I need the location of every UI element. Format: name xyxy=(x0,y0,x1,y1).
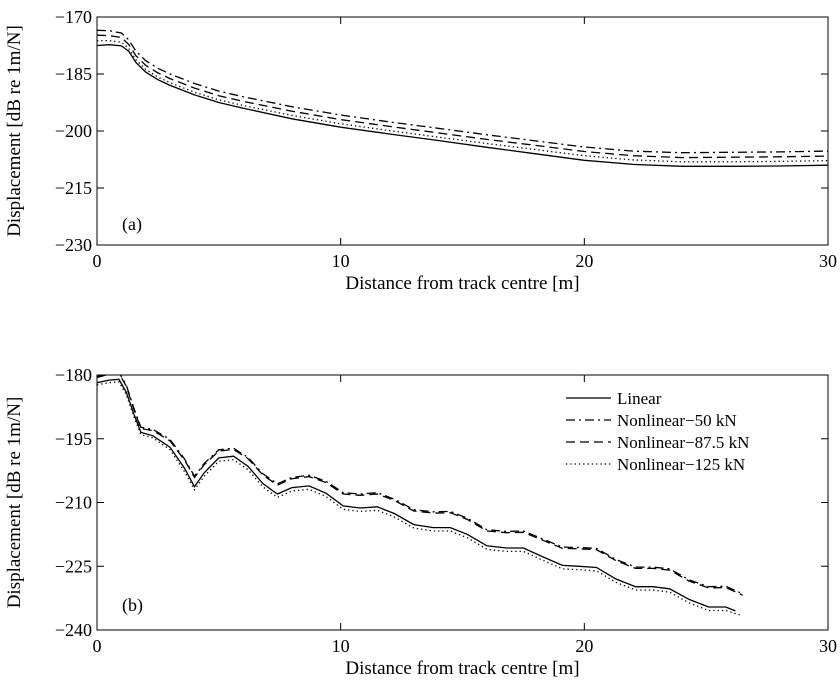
series-line-dashed xyxy=(97,34,828,159)
legend: Linear Nonlinear−50 kN Nonlinear−87.5 kN No… xyxy=(566,389,749,474)
y-tick-label: −195 xyxy=(55,429,92,449)
series-line-solid xyxy=(97,378,736,612)
y-tick-label: −210 xyxy=(55,493,92,513)
y-tick-label: −240 xyxy=(55,620,92,640)
x-axis-label: Distance from track centre [m] xyxy=(345,273,579,294)
x-tick-label: 30 xyxy=(819,636,837,656)
panel-label: (a) xyxy=(122,214,142,235)
x-tick-label: 0 xyxy=(93,251,102,271)
legend-label: Linear xyxy=(617,389,662,408)
series-line-solid xyxy=(97,44,828,167)
legend-label: Nonlinear−125 kN xyxy=(617,455,745,474)
y-tick-label: −185 xyxy=(55,64,92,84)
x-tick-label: 30 xyxy=(819,251,837,271)
series-group xyxy=(97,29,828,167)
y-axis-label: Displacement [dB re 1m/N] xyxy=(4,397,25,609)
y-tick-label: −215 xyxy=(55,178,92,198)
x-tick-label: 0 xyxy=(93,636,102,656)
x-tick-label: 10 xyxy=(332,251,350,271)
y-axis-label: Displacement [dB re 1m/N] xyxy=(4,25,25,237)
y-tick-label: −170 xyxy=(55,7,92,27)
x-tick-label: 10 xyxy=(332,636,350,656)
legend-label: Nonlinear−50 kN xyxy=(617,411,737,430)
panel-a-chart: 0 10 20 30 −170 −185 −200 −215 −230 Distance from… xyxy=(4,7,837,294)
series-line-dotted xyxy=(97,39,828,163)
y-tick-label: −230 xyxy=(55,235,92,255)
legend-label: Nonlinear−87.5 kN xyxy=(617,433,749,452)
series-line-dashdot xyxy=(97,375,743,595)
x-tick-label: 20 xyxy=(575,251,593,271)
y-tick-label: −180 xyxy=(55,365,92,385)
x-tick-label: 20 xyxy=(575,636,593,656)
panel-b-chart: 0 10 20 30 −180 −195 −210 −225 −240 Distance from… xyxy=(4,365,837,679)
panel-label: (b) xyxy=(122,595,143,616)
y-tick-label: −225 xyxy=(55,556,92,576)
series-group xyxy=(97,375,743,616)
x-axis-label: Distance from track centre [m] xyxy=(345,658,579,679)
y-tick-label: −200 xyxy=(55,121,92,141)
series-line-dashdot xyxy=(97,29,828,154)
